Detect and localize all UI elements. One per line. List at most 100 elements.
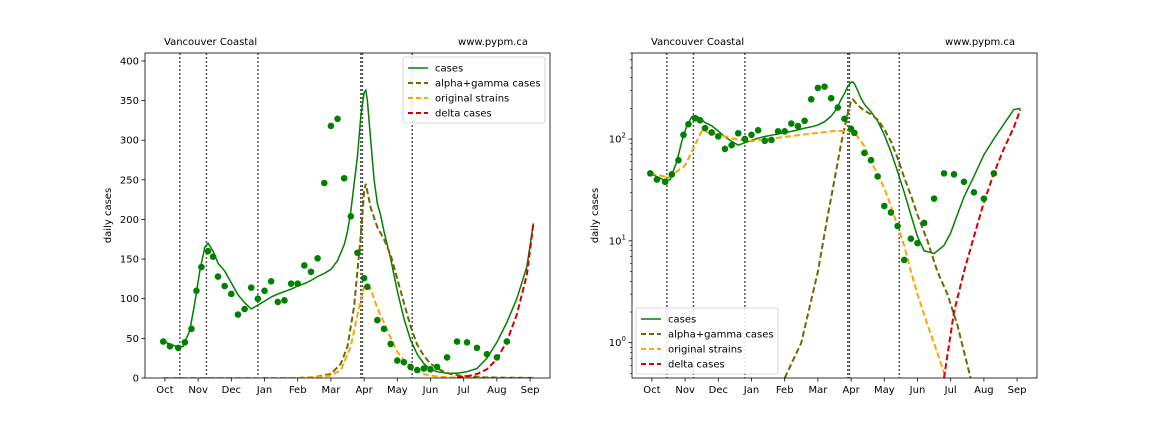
x-tick-label: Apr: [355, 385, 373, 396]
y-tick-label: 102: [609, 132, 626, 146]
data-point: [433, 363, 441, 371]
x-tick-label: Jan: [743, 385, 759, 396]
data-point: [314, 255, 321, 262]
y-tick-label: 250: [120, 175, 139, 186]
legend-entry: delta cases: [435, 109, 492, 120]
data-point: [463, 339, 471, 346]
data-point: [159, 338, 167, 345]
x-tick-label: Oct: [156, 385, 173, 396]
data-point: [794, 122, 802, 130]
x-tick-label: Dec: [222, 385, 241, 396]
series-line-3: [456, 223, 535, 378]
y-tick-label: 0: [133, 374, 139, 385]
x-tick-label: May: [874, 385, 895, 396]
legend-entry: alpha+gamma cases: [668, 330, 774, 341]
data-point: [874, 173, 881, 180]
y-tick-label: 100: [609, 335, 626, 349]
data-point: [950, 171, 958, 178]
data-point: [754, 126, 762, 134]
data-point: [900, 256, 908, 264]
data-point: [685, 120, 692, 128]
x-tick-label: Jun: [422, 385, 439, 396]
data-point: [347, 212, 355, 220]
data-point: [503, 338, 511, 345]
data-point: [691, 114, 699, 122]
data-point: [420, 365, 428, 372]
data-point: [407, 363, 414, 371]
source-annotation: www.pypm.ca: [458, 37, 528, 48]
data-point: [748, 131, 755, 139]
data-point: [320, 179, 328, 187]
data-point: [990, 170, 998, 177]
x-tick-label: Aug: [974, 385, 994, 396]
region-annotation: Vancouver Coastal: [164, 37, 257, 48]
x-tick-label: Nov: [188, 385, 208, 396]
data-point: [653, 176, 661, 183]
data-point: [661, 178, 669, 186]
data-point: [380, 325, 388, 333]
x-tick-label: Aug: [487, 385, 507, 396]
x-tick-label: Sep: [521, 385, 540, 396]
legend-entry: alpha+gamma cases: [435, 79, 541, 90]
data-point: [761, 137, 769, 145]
data-point: [801, 117, 808, 125]
series-line-2: [163, 283, 534, 378]
x-tick-label: Feb: [289, 385, 307, 396]
chart-log: Oct Nov Dec Jan Feb Mar Apr May Jun Jul Aug Sep 100 1…: [590, 37, 1038, 396]
x-tick-label: Jul: [944, 385, 957, 396]
data-point: [209, 253, 217, 261]
region-annotation: Vancouver Coastal: [651, 37, 744, 48]
data-point: [473, 344, 481, 352]
data-point: [443, 354, 451, 361]
data-point: [174, 344, 182, 352]
y-tick-label: 200: [120, 215, 139, 226]
data-point: [307, 268, 315, 276]
data-point: [734, 129, 742, 137]
data-point: [894, 222, 901, 230]
data-point: [728, 141, 735, 149]
data-point: [340, 174, 348, 182]
y-tick-label: 50: [126, 334, 139, 345]
x-tick-label: Dec: [709, 385, 728, 396]
legend-entry: cases: [668, 315, 696, 326]
data-point: [708, 129, 715, 136]
y-tick-label: 101: [609, 233, 626, 247]
data-point: [181, 339, 189, 346]
plot-frame: [144, 52, 551, 379]
data-point: [241, 305, 248, 313]
data-point: [360, 274, 368, 282]
data-point: [814, 84, 822, 92]
plot-frame: [631, 52, 1038, 379]
legend-entry: original strains: [435, 94, 509, 105]
data-point: [834, 104, 842, 111]
data-point: [301, 262, 308, 269]
data-point: [374, 316, 381, 324]
data-point: [254, 295, 262, 303]
data-point: [715, 133, 722, 140]
series-line-0: [649, 81, 1021, 255]
x-tick-label: Mar: [808, 385, 828, 396]
x-tick-label: Sep: [1008, 385, 1027, 396]
data-point: [807, 95, 815, 103]
data-point: [483, 350, 491, 358]
data-point: [680, 131, 687, 139]
data-point: [668, 171, 676, 178]
data-point: [880, 202, 888, 210]
data-point: [294, 280, 302, 287]
series-line-1: [783, 97, 972, 378]
data-point: [861, 149, 868, 157]
data-point: [493, 354, 501, 361]
data-point: [741, 135, 749, 143]
legend: cases alpha+gamma cases original strains de…: [402, 56, 546, 124]
data-point: [841, 115, 848, 123]
data-point: [960, 178, 968, 186]
data-point: [188, 325, 195, 333]
data-point: [827, 94, 835, 102]
y-tick-label: 150: [120, 255, 139, 266]
y-tick-label: 100: [120, 294, 139, 305]
data-point: [354, 249, 361, 257]
series-line-3: [943, 109, 1022, 378]
data-point: [247, 284, 255, 291]
x-tick-label: Apr: [842, 385, 860, 396]
